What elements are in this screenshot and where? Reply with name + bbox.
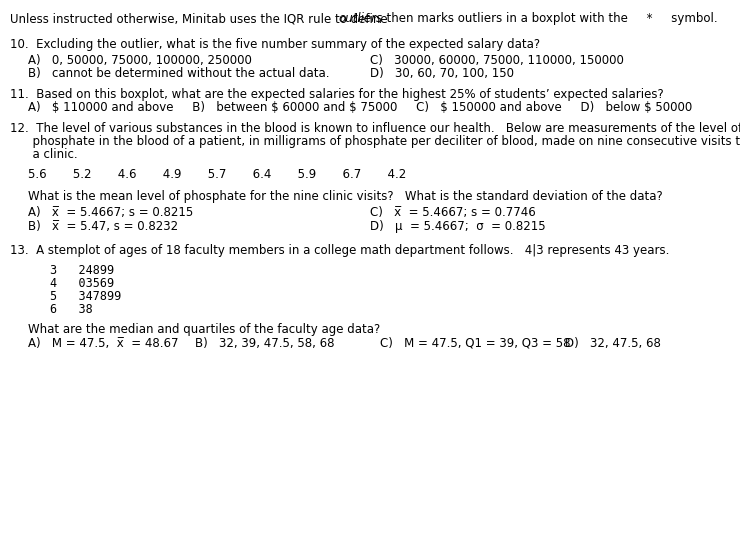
Text: C)   x̅  = 5.4667; s = 0.7746: C) x̅ = 5.4667; s = 0.7746: [370, 206, 536, 219]
Text: What is the mean level of phosphate for the nine clinic visits?   What is the st: What is the mean level of phosphate for …: [28, 190, 663, 203]
Text: A)   0, 50000, 75000, 100000, 250000: A) 0, 50000, 75000, 100000, 250000: [28, 54, 252, 67]
Text: 6   38: 6 38: [50, 303, 92, 316]
Text: 12.  The level of various substances in the blood is known to influence our heal: 12. The level of various substances in t…: [10, 122, 740, 135]
Text: 5   347899: 5 347899: [50, 290, 121, 303]
Text: 11.  Based on this boxplot, what are the expected salaries for the highest 25% o: 11. Based on this boxplot, what are the …: [10, 88, 664, 101]
Text: B)   x̅  = 5.47, s = 0.8232: B) x̅ = 5.47, s = 0.8232: [28, 220, 178, 233]
Text: A)   M = 47.5,  x̅  = 48.67: A) M = 47.5, x̅ = 48.67: [28, 337, 178, 350]
Text: B)   cannot be determined without the actual data.: B) cannot be determined without the actu…: [28, 67, 329, 80]
Text: 5.6       5.2       4.6       4.9       5.7       6.4       5.9       6.7       : 5.6 5.2 4.6 4.9 5.7 6.4 5.9 6.7: [28, 168, 406, 181]
Text: 13.  A stemplot of ages of 18 faculty members in a college math department follo: 13. A stemplot of ages of 18 faculty mem…: [10, 244, 670, 257]
Text: D)   32, 47.5, 68: D) 32, 47.5, 68: [565, 337, 661, 350]
Text: 4   03569: 4 03569: [50, 277, 114, 290]
Text: 3   24899: 3 24899: [50, 264, 114, 277]
Text: a clinic.: a clinic.: [10, 148, 78, 161]
Text: outliers: outliers: [338, 12, 383, 25]
Text: phosphate in the blood of a patient, in milligrams of phosphate per deciliter of: phosphate in the blood of a patient, in …: [10, 135, 740, 148]
Text: 10.  Excluding the outlier, what is the five number summary of the expected sala: 10. Excluding the outlier, what is the f…: [10, 38, 540, 51]
Text: A)   $ 110000 and above     B)   between $ 60000 and $ 75000     C)   $ 150000 a: A) $ 110000 and above B) between $ 60000…: [28, 101, 692, 114]
Text: C)   30000, 60000, 75000, 110000, 150000: C) 30000, 60000, 75000, 110000, 150000: [370, 54, 624, 67]
Text: Unless instructed otherwise, Minitab uses the IQR rule to define: Unless instructed otherwise, Minitab use…: [10, 12, 391, 25]
Text: D)   μ  = 5.4667;  σ  = 0.8215: D) μ = 5.4667; σ = 0.8215: [370, 220, 545, 233]
Text: What are the median and quartiles of the faculty age data?: What are the median and quartiles of the…: [28, 323, 380, 336]
Text: B)   32, 39, 47.5, 58, 68: B) 32, 39, 47.5, 58, 68: [195, 337, 334, 350]
Text: , then marks outliers in a boxplot with the     *     symbol.: , then marks outliers in a boxplot with …: [379, 12, 717, 25]
Text: A)   x̅  = 5.4667; s = 0.8215: A) x̅ = 5.4667; s = 0.8215: [28, 206, 193, 219]
Text: C)   M = 47.5, Q1 = 39, Q3 = 58: C) M = 47.5, Q1 = 39, Q3 = 58: [380, 337, 571, 350]
Text: D)   30, 60, 70, 100, 150: D) 30, 60, 70, 100, 150: [370, 67, 514, 80]
